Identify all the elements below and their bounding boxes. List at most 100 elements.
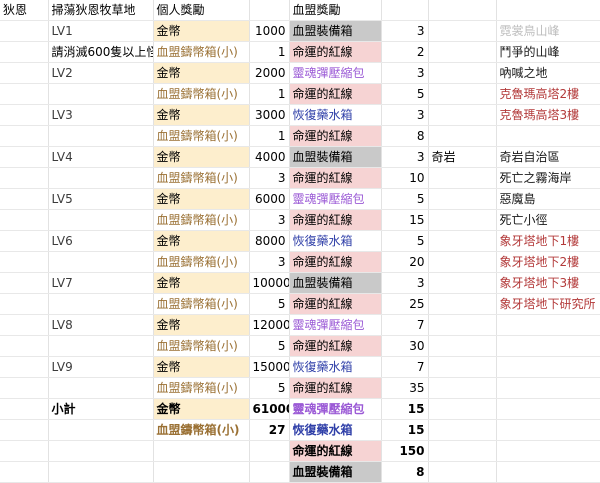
place-cell[interactable] [496,398,600,420]
place-cell[interactable] [496,419,600,441]
personal-qty-cell[interactable]: 15000 [249,356,290,378]
place-cell[interactable]: 霓裳鳥山峰 [496,20,600,42]
region-cell[interactable] [428,209,497,231]
personal-qty-cell[interactable]: 61000 [249,398,290,420]
boss-cell[interactable] [0,230,49,252]
clan-reward-cell[interactable]: 恢復藥水箱 [289,230,382,252]
place-cell[interactable]: 死亡之霧海岸 [496,167,600,189]
clan-qty-cell[interactable]: 8 [381,461,429,483]
clan-reward-cell[interactable]: 恢復藥水箱 [289,356,382,378]
quest-cell[interactable] [48,377,154,399]
clan-reward-cell[interactable]: 命運的紅線 [289,167,382,189]
clan-reward-cell[interactable]: 血盟獎勵 [289,0,382,21]
personal-qty-cell[interactable]: 6000 [249,188,290,210]
clan-qty-cell[interactable]: 3 [381,146,429,168]
personal-reward-cell[interactable]: 金幣 [153,104,250,126]
boss-cell[interactable] [0,272,49,294]
region-cell[interactable] [428,104,497,126]
clan-reward-cell[interactable]: 靈魂彈壓縮包 [289,188,382,210]
boss-cell[interactable] [0,125,49,147]
quest-cell[interactable]: LV7 [48,272,154,294]
clan-reward-cell[interactable]: 恢復藥水箱 [289,419,382,441]
quest-cell[interactable]: LV9 [48,356,154,378]
place-cell[interactable]: 象牙塔地下3樓 [496,272,600,294]
clan-qty-cell[interactable]: 20 [381,251,429,273]
clan-reward-cell[interactable]: 命運的紅線 [289,293,382,315]
boss-cell[interactable] [0,377,49,399]
clan-reward-cell[interactable]: 恢復藥水箱 [289,104,382,126]
quest-cell[interactable]: LV2 [48,62,154,84]
personal-qty-cell[interactable]: 5 [249,377,290,399]
quest-cell[interactable]: LV1 [48,20,154,42]
region-cell[interactable] [428,230,497,252]
region-cell[interactable] [428,83,497,105]
boss-cell[interactable] [0,146,49,168]
region-cell[interactable] [428,20,497,42]
boss-cell[interactable] [0,314,49,336]
boss-cell[interactable] [0,83,49,105]
personal-reward-cell[interactable]: 金幣 [153,188,250,210]
boss-cell[interactable] [0,461,49,483]
region-cell[interactable] [428,251,497,273]
quest-cell[interactable] [48,251,154,273]
personal-reward-cell[interactable]: 金幣 [153,20,250,42]
personal-reward-cell[interactable]: 血盟鑄幣箱(小) [153,419,250,441]
clan-reward-cell[interactable]: 靈魂彈壓縮包 [289,314,382,336]
place-cell[interactable]: 克魯瑪高塔3樓 [496,104,600,126]
quest-cell[interactable] [48,461,154,483]
clan-reward-cell[interactable]: 血盟裝備箱 [289,461,382,483]
region-cell[interactable] [428,314,497,336]
place-cell[interactable]: 鬥爭的山峰 [496,41,600,63]
personal-reward-cell[interactable]: 血盟鑄幣箱(小) [153,293,250,315]
clan-qty-cell[interactable]: 3 [381,272,429,294]
personal-qty-cell[interactable] [249,440,290,462]
boss-cell[interactable] [0,419,49,441]
place-cell[interactable] [496,335,600,357]
boss-cell[interactable] [0,209,49,231]
personal-qty-cell[interactable]: 3 [249,209,290,231]
personal-qty-cell[interactable] [249,0,290,21]
personal-reward-cell[interactable]: 血盟鑄幣箱(小) [153,83,250,105]
quest-cell[interactable]: LV4 [48,146,154,168]
place-cell[interactable] [496,461,600,483]
boss-cell[interactable] [0,188,49,210]
boss-cell[interactable] [0,440,49,462]
clan-reward-cell[interactable]: 命運的紅線 [289,41,382,63]
clan-reward-cell[interactable]: 命運的紅線 [289,377,382,399]
region-cell[interactable]: 奇岩 [428,146,497,168]
personal-qty-cell[interactable]: 2000 [249,62,290,84]
region-cell[interactable] [428,293,497,315]
clan-reward-cell[interactable]: 命運的紅線 [289,83,382,105]
personal-reward-cell[interactable]: 血盟鑄幣箱(小) [153,209,250,231]
clan-qty-cell[interactable]: 7 [381,356,429,378]
region-cell[interactable] [428,440,497,462]
region-cell[interactable] [428,125,497,147]
place-cell[interactable]: 惡魔島 [496,188,600,210]
boss-cell[interactable] [0,41,49,63]
place-cell[interactable]: 象牙塔地下1樓 [496,230,600,252]
clan-reward-cell[interactable]: 命運的紅線 [289,209,382,231]
region-cell[interactable] [428,188,497,210]
quest-cell[interactable]: 掃蕩狄恩牧草地 [48,0,154,21]
quest-cell[interactable] [48,125,154,147]
quest-cell[interactable] [48,293,154,315]
clan-qty-cell[interactable]: 5 [381,83,429,105]
place-cell[interactable] [496,314,600,336]
boss-cell[interactable] [0,335,49,357]
place-cell[interactable]: 奇岩自治區 [496,146,600,168]
clan-reward-cell[interactable]: 命運的紅線 [289,335,382,357]
clan-qty-cell[interactable] [381,0,429,21]
personal-reward-cell[interactable]: 金幣 [153,272,250,294]
personal-reward-cell[interactable]: 血盟鑄幣箱(小) [153,41,250,63]
region-cell[interactable] [428,461,497,483]
personal-qty-cell[interactable]: 3000 [249,104,290,126]
personal-qty-cell[interactable]: 1 [249,41,290,63]
personal-qty-cell[interactable]: 10000 [249,272,290,294]
clan-reward-cell[interactable]: 血盟裝備箱 [289,20,382,42]
personal-qty-cell[interactable]: 3 [249,167,290,189]
boss-cell[interactable] [0,167,49,189]
clan-qty-cell[interactable]: 2 [381,41,429,63]
clan-reward-cell[interactable]: 命運的紅線 [289,125,382,147]
clan-qty-cell[interactable]: 5 [381,230,429,252]
region-cell[interactable] [428,167,497,189]
